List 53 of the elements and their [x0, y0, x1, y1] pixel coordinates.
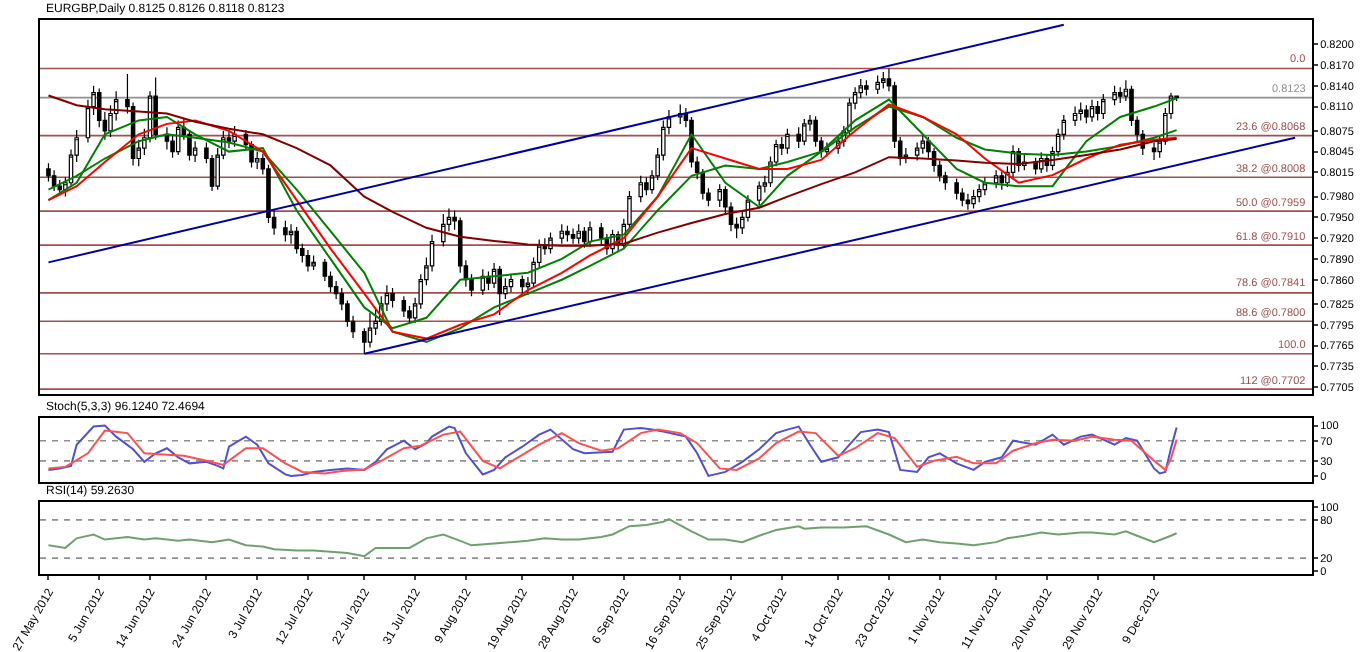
- candlestick: [164, 126, 170, 151]
- candlestick: [390, 287, 395, 309]
- candlestick: [283, 220, 288, 243]
- candlestick: [175, 119, 181, 156]
- candlestick: [1095, 100, 1100, 122]
- candlestick: [779, 136, 785, 156]
- candlestick: [914, 141, 920, 162]
- candlestick: [1078, 101, 1083, 122]
- candlestick: [401, 295, 407, 318]
- candlestick: [881, 71, 886, 90]
- candlestick: [497, 265, 502, 316]
- candlestick: [756, 180, 762, 206]
- candlestick: [1117, 86, 1123, 104]
- candlestick: [565, 225, 570, 243]
- candlestick: [976, 183, 982, 203]
- candlestick: [520, 274, 525, 295]
- candlestick: [638, 175, 644, 203]
- candlestick: [796, 126, 801, 149]
- candlestick: [802, 118, 807, 146]
- candlestick: [51, 169, 57, 192]
- candlestick: [960, 187, 965, 207]
- candlestick: [717, 183, 722, 208]
- candlestick: [1072, 105, 1078, 127]
- candlestick: [582, 226, 587, 249]
- candlestick: [288, 223, 294, 245]
- line-series: [47, 94, 1178, 247]
- candlestick: [1033, 157, 1038, 176]
- candlestick: [1112, 85, 1117, 106]
- candlestick: [785, 128, 790, 155]
- candlestick: [305, 249, 311, 273]
- candlestick: [508, 273, 514, 293]
- candlestick: [875, 74, 880, 95]
- candlestick: [954, 178, 959, 200]
- candlestick: [559, 223, 565, 245]
- candlestick: [965, 193, 971, 211]
- candlestick: [576, 223, 581, 245]
- candlestick: [367, 312, 373, 349]
- candlestick: [971, 189, 976, 209]
- candlestick: [993, 169, 999, 189]
- candlestick: [1101, 93, 1106, 120]
- candlestick: [311, 254, 316, 271]
- candlestick: [192, 140, 198, 163]
- candlestick: [294, 226, 299, 254]
- candlestick: [644, 176, 649, 196]
- candlestick: [441, 213, 446, 248]
- candlestick: [864, 79, 869, 97]
- candlestick: [1084, 104, 1089, 124]
- candlestick: [570, 227, 576, 245]
- candlestick: [1151, 141, 1157, 161]
- line-series: [47, 518, 1178, 558]
- candlestick: [999, 171, 1005, 191]
- candlestick: [1089, 99, 1095, 123]
- candlestick: [920, 135, 926, 155]
